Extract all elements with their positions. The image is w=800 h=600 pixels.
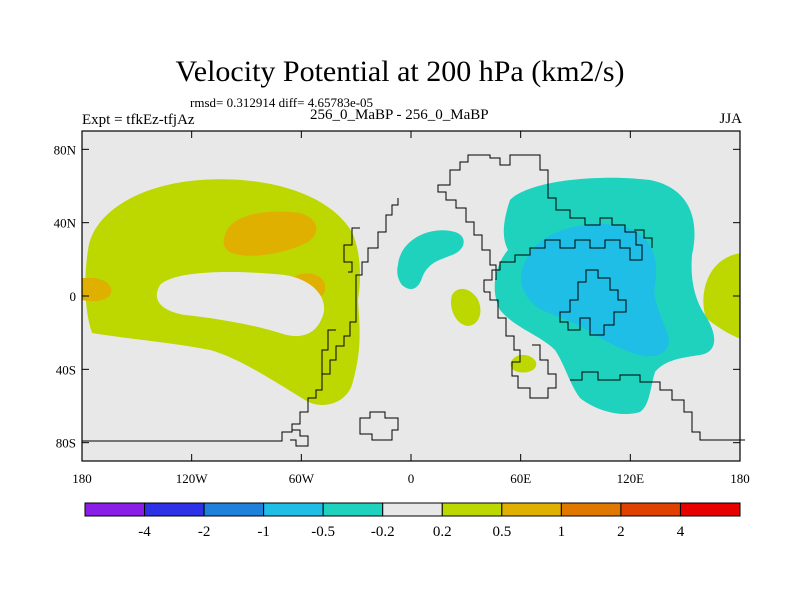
colorbar-swatch [144,502,205,517]
positive-region-indian [510,354,537,373]
strong-negative-region-asia [521,224,669,357]
high-region-east [740,280,745,300]
y-tick-label: 80S [56,436,76,451]
stats-line: rmsd= 0.312914 diff= 4.65783e-05 [190,95,374,110]
colorbar-label: 2 [617,524,625,540]
y-tick-label: 40N [54,216,77,231]
x-tick-label: 60W [289,471,315,486]
x-tick-label: 180 [72,471,92,486]
high-region-west [82,278,112,302]
colorbar-label: -0.5 [311,524,335,540]
y-axis-ticks: 80N 40N 0 40S 80S [54,142,740,451]
colorbar-label: -0.2 [371,524,395,540]
colorbar: -4 -2 -1 -0.5 -0.2 0.2 0.5 1 2 4 [84,502,741,540]
colorbar-label: 4 [677,524,685,540]
positive-region-east [703,253,740,339]
colorbar-label: 1 [558,524,566,540]
colorbar-swatch [560,502,622,517]
positive-region-africa [450,288,481,326]
colorbar-swatch [501,502,562,517]
experiment-label: Expt = tfkEz-tfjAz [82,112,195,128]
x-tick-label: 0 [408,471,415,486]
x-tick-label: 180 [730,471,750,486]
colorbar-swatch [679,502,741,517]
x-tick-label: 120W [176,471,209,486]
colorbar-label: -4 [138,524,151,540]
y-tick-label: 80N [54,142,77,157]
colorbar-swatch [203,502,265,517]
neutral-region-pacific [156,272,325,337]
x-tick-label: 120E [617,471,645,486]
colorbar-label: 0.2 [433,524,452,540]
colorbar-swatch [620,502,681,517]
y-tick-label: 0 [70,289,77,304]
contour-fields [82,177,745,415]
colorbar-label: -2 [198,524,211,540]
colorbar-swatch [441,502,503,517]
colorbar-swatch [382,502,443,517]
season-label: JJA [719,111,742,127]
coastline [82,154,745,447]
colorbar-label: -1 [257,524,270,540]
colorbar-label: 0.5 [492,524,511,540]
chart-title: Velocity Potential at 200 hPa (km2/s) [175,55,625,88]
colorbar-swatch [322,502,384,517]
negative-region-atlantic [397,230,464,290]
center-label: 256_0_MaBP - 256_0_MaBP [310,107,489,123]
colorbar-swatch [84,502,146,517]
x-tick-label: 60E [510,471,531,486]
colorbar-swatch [263,502,324,517]
high-region-north [223,211,317,256]
y-tick-label: 40S [56,362,76,377]
x-axis-ticks: 180 120W 60W 0 60E 120E 180 [72,131,750,486]
